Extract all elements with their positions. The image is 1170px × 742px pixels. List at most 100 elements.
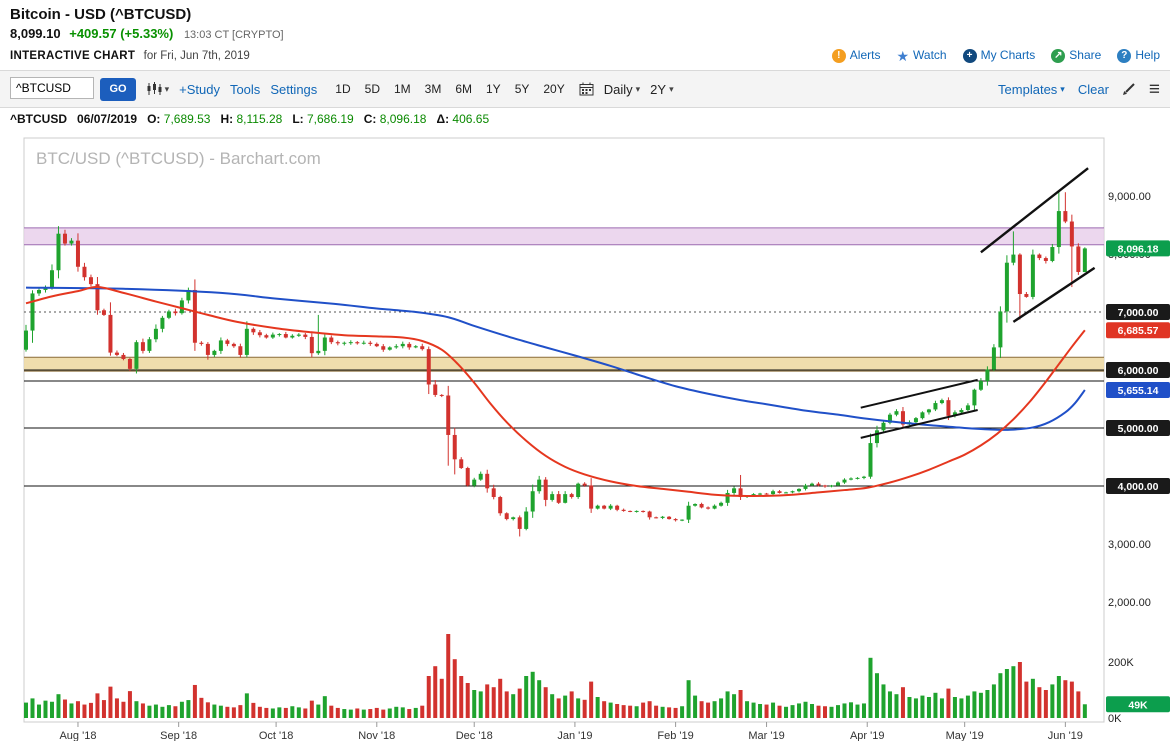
candles xyxy=(24,190,1087,537)
range-button-3M[interactable]: 3M xyxy=(424,82,442,96)
x-axis-label: Jan '19 xyxy=(557,730,592,741)
y-axis-label: 3,000.00 xyxy=(1108,539,1151,551)
quote-time: 13:03 CT [CRYPTO] xyxy=(183,29,284,41)
quote-header: Bitcoin - USD (^BTCUSD) 8,099.10 +409.57… xyxy=(0,0,1170,70)
ohlc-date: 06/07/2019 xyxy=(77,112,138,126)
axis-badge xyxy=(1106,362,1170,378)
alert-icon: ! xyxy=(831,48,846,63)
settings-button[interactable]: Settings xyxy=(270,81,318,97)
low-value: L: 7,686.19 xyxy=(292,112,354,126)
price-change: +409.57 (+5.33%) xyxy=(69,26,174,41)
watermark: BTC/USD (^BTCUSD) - Barchart.com xyxy=(36,149,321,168)
range-button-5D[interactable]: 5D xyxy=(364,82,380,96)
chevron-down-icon: ▾ xyxy=(669,83,674,94)
price-row: 8,099.10 +409.57 (+5.33%) 13:03 CT [CRYP… xyxy=(10,26,1160,43)
axis-badge xyxy=(1106,322,1170,339)
svg-text:4,000.00: 4,000.00 xyxy=(1118,481,1159,493)
my-charts-link[interactable]: + My Charts xyxy=(962,47,1035,64)
x-axis-label: Feb '19 xyxy=(657,730,693,741)
axis-badge xyxy=(1106,240,1170,257)
svg-text:7,000.00: 7,000.00 xyxy=(1118,307,1159,319)
plus-circle-icon: + xyxy=(962,48,977,63)
range-button-1Y[interactable]: 1Y xyxy=(486,82,501,96)
x-axis-label: Sep '18 xyxy=(160,730,197,741)
close-value: C: 8,096.18 xyxy=(363,112,427,126)
trend-line[interactable] xyxy=(1012,266,1096,323)
range-button-1D[interactable]: 1D xyxy=(335,82,351,96)
moving-average-slow[interactable] xyxy=(25,286,1086,431)
range-button-6M[interactable]: 6M xyxy=(455,82,472,96)
frequency-dropdown[interactable]: Daily ▾ xyxy=(603,81,641,97)
range-button-1M[interactable]: 1M xyxy=(393,82,411,96)
header-links: ! Alerts ★ Watch + My Charts ↗ Share ? Help xyxy=(831,47,1160,64)
question-icon: ? xyxy=(1117,48,1132,63)
svg-text:5,655.14: 5,655.14 xyxy=(1118,385,1159,397)
svg-text:49K: 49K xyxy=(1128,699,1148,711)
share-icon: ↗ xyxy=(1051,48,1066,63)
symbol-input[interactable] xyxy=(10,77,94,100)
menu-icon[interactable]: ≡ xyxy=(1148,78,1160,100)
last-price: 8,099.10 xyxy=(10,26,61,41)
lookback-dropdown[interactable]: 2Y ▾ xyxy=(650,81,674,97)
x-axis-label: Oct '18 xyxy=(259,730,294,741)
chart-area: BTC/USD (^BTCUSD) - Barchart.com 9,000.00… xyxy=(0,130,1170,741)
star-icon: ★ xyxy=(896,47,910,64)
interactive-chart-label: INTERACTIVE CHART xyxy=(10,50,136,62)
interactive-chart-caption: INTERACTIVE CHART for Fri, Jun 7th, 2019 xyxy=(10,46,250,65)
x-axis-label: Mar '19 xyxy=(748,730,784,741)
x-axis-label: Nov '18 xyxy=(358,730,395,741)
svg-text:8,096.18: 8,096.18 xyxy=(1118,243,1159,255)
ohlc-symbol: ^BTCUSD xyxy=(10,112,68,126)
high-value: H: 8,115.28 xyxy=(220,112,283,126)
open-value: O: 7,689.53 xyxy=(147,112,211,126)
annotate-icon[interactable] xyxy=(1122,82,1136,96)
support-band-tan xyxy=(24,357,1104,372)
tools-button[interactable]: Tools xyxy=(229,81,261,97)
range-button-5Y[interactable]: 5Y xyxy=(514,82,530,96)
price-chart[interactable]: BTC/USD (^BTCUSD) - Barchart.com 9,000.00… xyxy=(0,130,1170,741)
x-axis-label: Apr '19 xyxy=(850,730,885,741)
axis-badge xyxy=(1106,420,1170,436)
volume-axis-label: 200K xyxy=(1108,657,1134,669)
trend-line[interactable] xyxy=(860,378,978,409)
trend-line[interactable] xyxy=(980,167,1089,254)
x-axis-label: Aug '18 xyxy=(59,730,96,741)
y-axis-label: 2,000.00 xyxy=(1108,597,1151,609)
page-title: Bitcoin - USD (^BTCUSD) xyxy=(10,6,192,23)
share-link[interactable]: ↗ Share xyxy=(1051,47,1101,64)
moving-average-fast[interactable] xyxy=(25,286,1086,498)
svg-text:6,000.00: 6,000.00 xyxy=(1118,365,1159,377)
volume-bars xyxy=(24,634,1087,718)
chevron-down-icon: ▾ xyxy=(1060,83,1065,94)
x-axis-label: Dec '18 xyxy=(456,730,493,741)
svg-text:5,000.00: 5,000.00 xyxy=(1118,423,1159,435)
templates-dropdown[interactable]: Templates ▾ xyxy=(998,81,1065,97)
y-axis-label: 9,000.00 xyxy=(1108,191,1151,203)
calendar-icon[interactable] xyxy=(579,82,594,96)
chevron-down-icon: ▾ xyxy=(635,83,641,94)
candlestick-type-icon xyxy=(147,82,162,95)
x-axis-label: May '19 xyxy=(946,730,984,741)
help-link[interactable]: ? Help xyxy=(1117,47,1160,64)
volume-axis-label: 0K xyxy=(1108,713,1122,725)
ohlc-readout: ^BTCUSD 06/07/2019 O: 7,689.53 H: 8,115.… xyxy=(0,108,1170,130)
plot-border xyxy=(23,137,1105,723)
range-button-20Y[interactable]: 20Y xyxy=(543,82,565,96)
watch-link[interactable]: ★ Watch xyxy=(896,47,947,64)
chart-date: for Fri, Jun 7th, 2019 xyxy=(143,50,250,62)
delta-value: Δ: 406.65 xyxy=(436,112,490,126)
study-button[interactable]: +Study xyxy=(179,81,220,97)
clear-button[interactable]: Clear xyxy=(1077,81,1109,97)
svg-text:6,685.57: 6,685.57 xyxy=(1118,325,1159,337)
axis-badge xyxy=(1106,478,1170,494)
resistance-band-purple xyxy=(24,227,1104,245)
chart-type-dropdown[interactable]: ▾ xyxy=(146,82,169,96)
axis-badge xyxy=(1106,382,1170,399)
trend-line[interactable] xyxy=(860,409,978,439)
range-buttons: 1D 5D 1M 3M 6M 1Y 5Y 20Y xyxy=(335,82,564,96)
axis-badge xyxy=(1106,304,1170,320)
go-button[interactable]: GO xyxy=(100,77,136,101)
x-axis-label: Jun '19 xyxy=(1048,730,1083,741)
chart-toolbar: GO ▾ +Study Tools Settings 1D 5D 1M 3M 6M 1Y 5… xyxy=(0,70,1170,108)
alerts-link[interactable]: ! Alerts xyxy=(831,47,880,64)
